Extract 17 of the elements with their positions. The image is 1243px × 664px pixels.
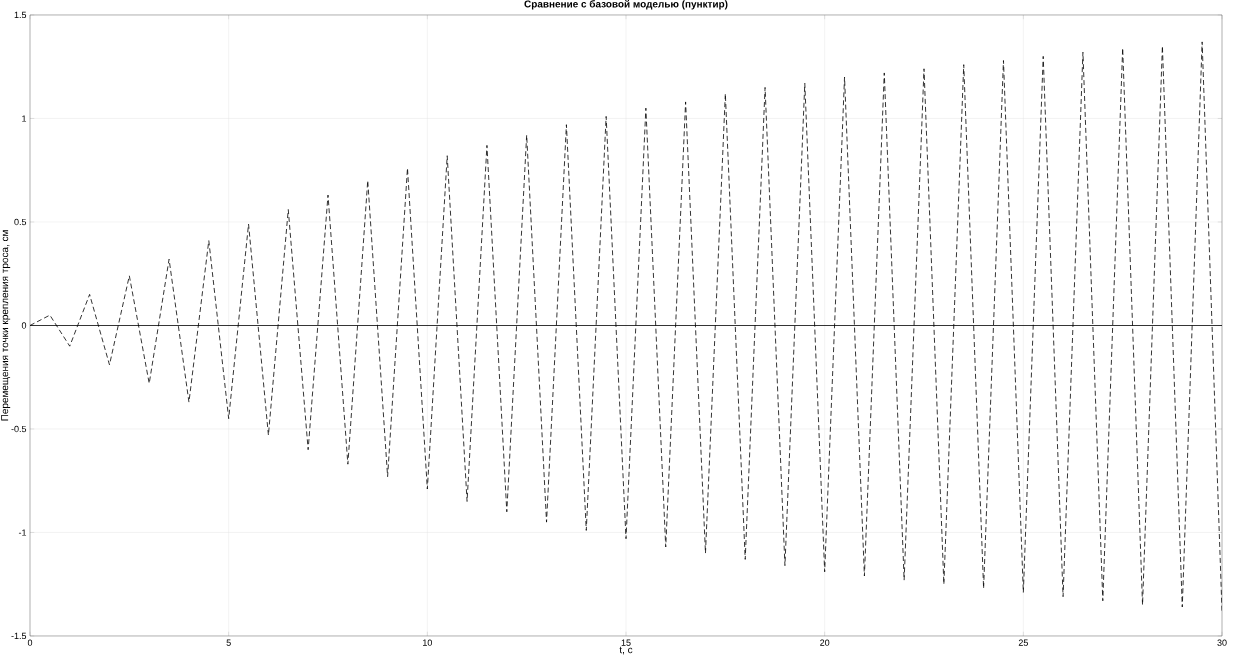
y-tick-label: -1 (18, 529, 27, 536)
x-tick-label: 20 (820, 639, 830, 646)
y-tick-label: 0 (21, 322, 27, 329)
x-tick-label: 15 (621, 639, 631, 646)
x-tick-label: 5 (226, 639, 231, 646)
x-tick-label: 0 (27, 639, 33, 646)
y-tick-label: 1.5 (14, 11, 27, 19)
chart-title: Сравнение с базовой моделью (пунктир) (524, 0, 728, 10)
x-tick-label: 25 (1018, 639, 1028, 646)
x-axis-title: t, c (619, 646, 633, 655)
y-tick-label: -1.5 (11, 632, 27, 640)
y-tick-label: 0.5 (14, 218, 27, 226)
x-tick-label: 30 (1217, 639, 1227, 646)
y-axis-title: Перемещения точки крепления троса, см (1, 230, 11, 421)
x-tick-label: 10 (423, 639, 432, 646)
y-tick-label: -0.5 (11, 425, 27, 433)
y-tick-label: 1 (22, 115, 27, 122)
